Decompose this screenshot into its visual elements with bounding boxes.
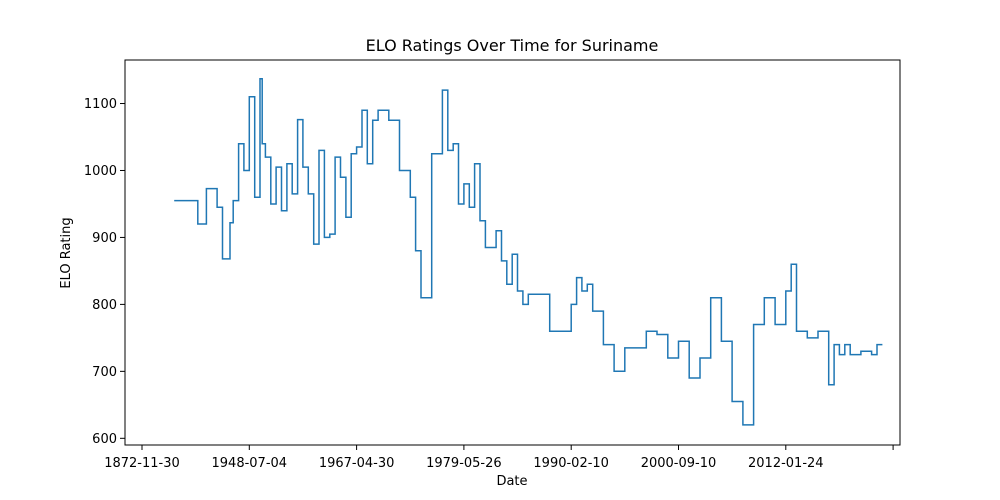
- x-tick-label: 1948-07-04: [212, 456, 288, 471]
- x-tick-label: 1872-11-30: [104, 456, 180, 471]
- x-axis: 1872-11-30 1948-07-04 1967-04-30 1979-05-26…: [104, 445, 894, 471]
- y-axis: 600 700 800 900 1000 1100: [84, 97, 125, 447]
- y-tick-label: 700: [92, 365, 117, 380]
- x-tick-label: 2000-09-10: [641, 456, 717, 471]
- y-tick-label: 600: [92, 432, 117, 447]
- y-tick-label: 1100: [84, 97, 117, 112]
- x-axis-label: Date: [496, 474, 527, 489]
- plot-area-frame: [124, 59, 901, 446]
- x-tick-label: 2012-01-24: [748, 456, 824, 471]
- y-tick-label: 900: [92, 231, 117, 246]
- x-tick-label: 1979-05-26: [426, 456, 502, 471]
- chart-title: ELO Ratings Over Time for Suriname: [366, 36, 659, 55]
- x-tick-label: 1990-02-10: [533, 456, 609, 471]
- series-line-suriname: [174, 77, 883, 426]
- y-tick-label: 1000: [84, 164, 117, 179]
- y-tick-label: 800: [92, 298, 117, 313]
- y-axis-label: ELO Rating: [59, 217, 74, 288]
- x-tick-label: 1967-04-30: [319, 456, 395, 471]
